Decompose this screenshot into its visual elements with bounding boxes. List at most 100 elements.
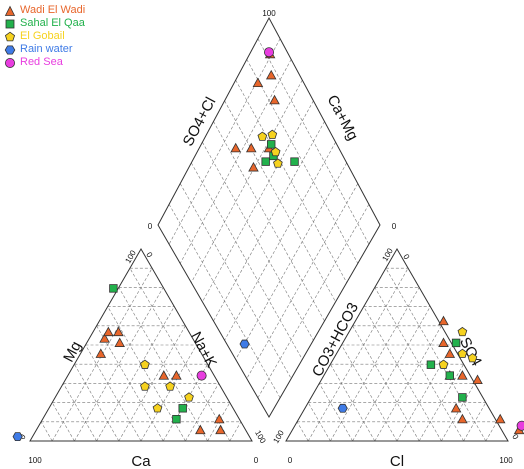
point-wadi-el-wadi-diamond: [252, 77, 264, 87]
tick-label: 0: [148, 222, 153, 231]
anion-triangle-gridline: [441, 383, 475, 442]
cation-left-label: Mg: [60, 339, 85, 365]
point-el-gobail-anion: [457, 326, 468, 337]
legend-label: Wadi El Wadi: [20, 4, 86, 16]
anion-triangle-gridline: [307, 268, 409, 442]
point-wadi-el-wadi-cation: [171, 370, 182, 380]
point-red-sea-anion: [516, 420, 524, 431]
cation-triangle-gridline: [74, 287, 164, 442]
legend-label: Sahal El Qaa: [20, 17, 85, 29]
point-el-gobail-anion: [438, 359, 449, 369]
grid-layer: [40, 38, 498, 442]
point-rain-water-diamond: [239, 339, 250, 349]
point-wadi-el-wadi-diamond: [269, 94, 280, 105]
anion-triangle-gridline: [330, 287, 420, 442]
point-wadi-el-wadi-anion: [457, 370, 468, 380]
legend-marker-triangle-icon: [4, 5, 16, 16]
point-sahal-el-qaa-anion: [426, 360, 436, 369]
tick-label: 100: [380, 246, 395, 263]
tick-label: 100: [123, 248, 138, 265]
point-el-gobail-anion: [467, 353, 478, 363]
legend-marker-pentagon-icon: [4, 31, 16, 41]
diamond-gridline: [202, 142, 314, 341]
legend-item-sahal-el-qaa: Sahal El Qaa: [4, 17, 85, 30]
anion-bottom-label: Cl: [390, 453, 404, 469]
legend-label: Rain water: [20, 43, 73, 55]
point-sahal-el-qaa-diamond: [267, 140, 276, 149]
diamond-gridline: [257, 38, 370, 245]
cation-bottom-label: Ca: [131, 453, 151, 469]
point-sahal-el-qaa-diamond: [261, 157, 270, 166]
tick-label: 100: [262, 9, 276, 18]
cation-triangle-gridline: [85, 344, 142, 442]
point-wadi-el-wadi-diamond: [245, 142, 257, 153]
anion-triangle-gridline: [485, 421, 498, 442]
anion-triangle-gridline: [374, 287, 464, 442]
legend-item-el-gobail: El Gobail: [4, 30, 85, 43]
point-rain-water-cation: [12, 432, 23, 442]
outline-layer: [29, 16, 509, 442]
cation-triangle-gridline: [51, 268, 153, 442]
point-el-gobail-cation: [140, 359, 150, 369]
point-wadi-el-wadi-diamond: [265, 69, 277, 80]
legend-marker-square-icon: [5, 19, 15, 28]
anion-triangle-gridline: [296, 421, 309, 442]
anion-triangle-gridline: [396, 344, 453, 442]
point-rain-water-anion: [337, 403, 348, 413]
point-wadi-el-wadi-cation: [195, 424, 206, 435]
tick-label: 100: [28, 456, 42, 465]
tick-label: 0: [144, 251, 154, 260]
anion-left-label: CO3+HCO3: [309, 300, 362, 380]
legend-item-red-sea: Red Sea: [4, 56, 85, 69]
point-red-sea-diamond: [263, 47, 274, 58]
diamond-right-label: Ca+Mg: [324, 92, 362, 143]
point-wadi-el-wadi-diamond: [248, 161, 259, 172]
point-el-gobail-cation: [184, 392, 194, 402]
legend-label: El Gobail: [20, 30, 65, 42]
point-sahal-el-qaa-diamond: [290, 157, 299, 166]
point-wadi-el-wadi-anion: [444, 348, 456, 358]
point-el-gobail-diamond: [273, 158, 283, 168]
tick-label: 100: [271, 428, 286, 445]
point-el-gobail-anion: [457, 348, 468, 358]
point-wadi-el-wadi-anion: [438, 315, 449, 326]
point-wadi-el-wadi-diamond: [230, 142, 241, 153]
cation-triangle-gridline: [129, 268, 231, 442]
tick-label: 0: [288, 456, 293, 465]
diamond-gridline: [246, 59, 359, 264]
point-layer: [12, 47, 524, 442]
point-wadi-el-wadi-anion: [438, 337, 449, 347]
tick-label: 100: [253, 429, 268, 446]
diamond-gridline: [191, 79, 303, 283]
cation-triangle-gridline: [63, 383, 97, 442]
point-el-gobail-diamond: [257, 131, 268, 141]
point-wadi-el-wadi-cation: [95, 348, 107, 358]
diamond-gridline: [235, 79, 347, 283]
point-wadi-el-wadi-anion: [450, 402, 462, 413]
legend: Wadi El Wadi Sahal El Qaa El Gobail Rain wa…: [4, 4, 85, 69]
anion-triangle-gridline: [363, 306, 442, 442]
point-el-gobail-diamond: [270, 146, 281, 157]
diamond-gridline: [257, 204, 370, 398]
diamond-outline: [157, 16, 381, 418]
point-el-gobail-cation: [140, 381, 150, 391]
tick-label: 100: [499, 456, 513, 465]
point-red-sea-cation: [196, 370, 207, 381]
cation-triangle-gridline: [185, 383, 219, 442]
diamond-gridline: [191, 162, 303, 360]
point-el-gobail-cation: [165, 381, 175, 391]
point-sahal-el-qaa-cation: [178, 404, 187, 413]
diamond-gridline: [213, 121, 325, 322]
point-el-gobail-diamond: [267, 129, 278, 139]
tick-label: 0: [254, 456, 259, 465]
point-sahal-el-qaa-cation: [172, 414, 181, 424]
point-sahal-el-qaa-anion: [445, 371, 454, 380]
point-el-gobail-cation: [152, 403, 163, 413]
tick-label: 0: [401, 253, 411, 262]
anion-triangle-gridline: [352, 306, 431, 442]
point-wadi-el-wadi-cation: [213, 413, 225, 424]
diamond-gridline: [224, 100, 336, 302]
legend-marker-hexagon-icon: [4, 44, 16, 55]
cation-triangle-gridline: [96, 306, 175, 442]
